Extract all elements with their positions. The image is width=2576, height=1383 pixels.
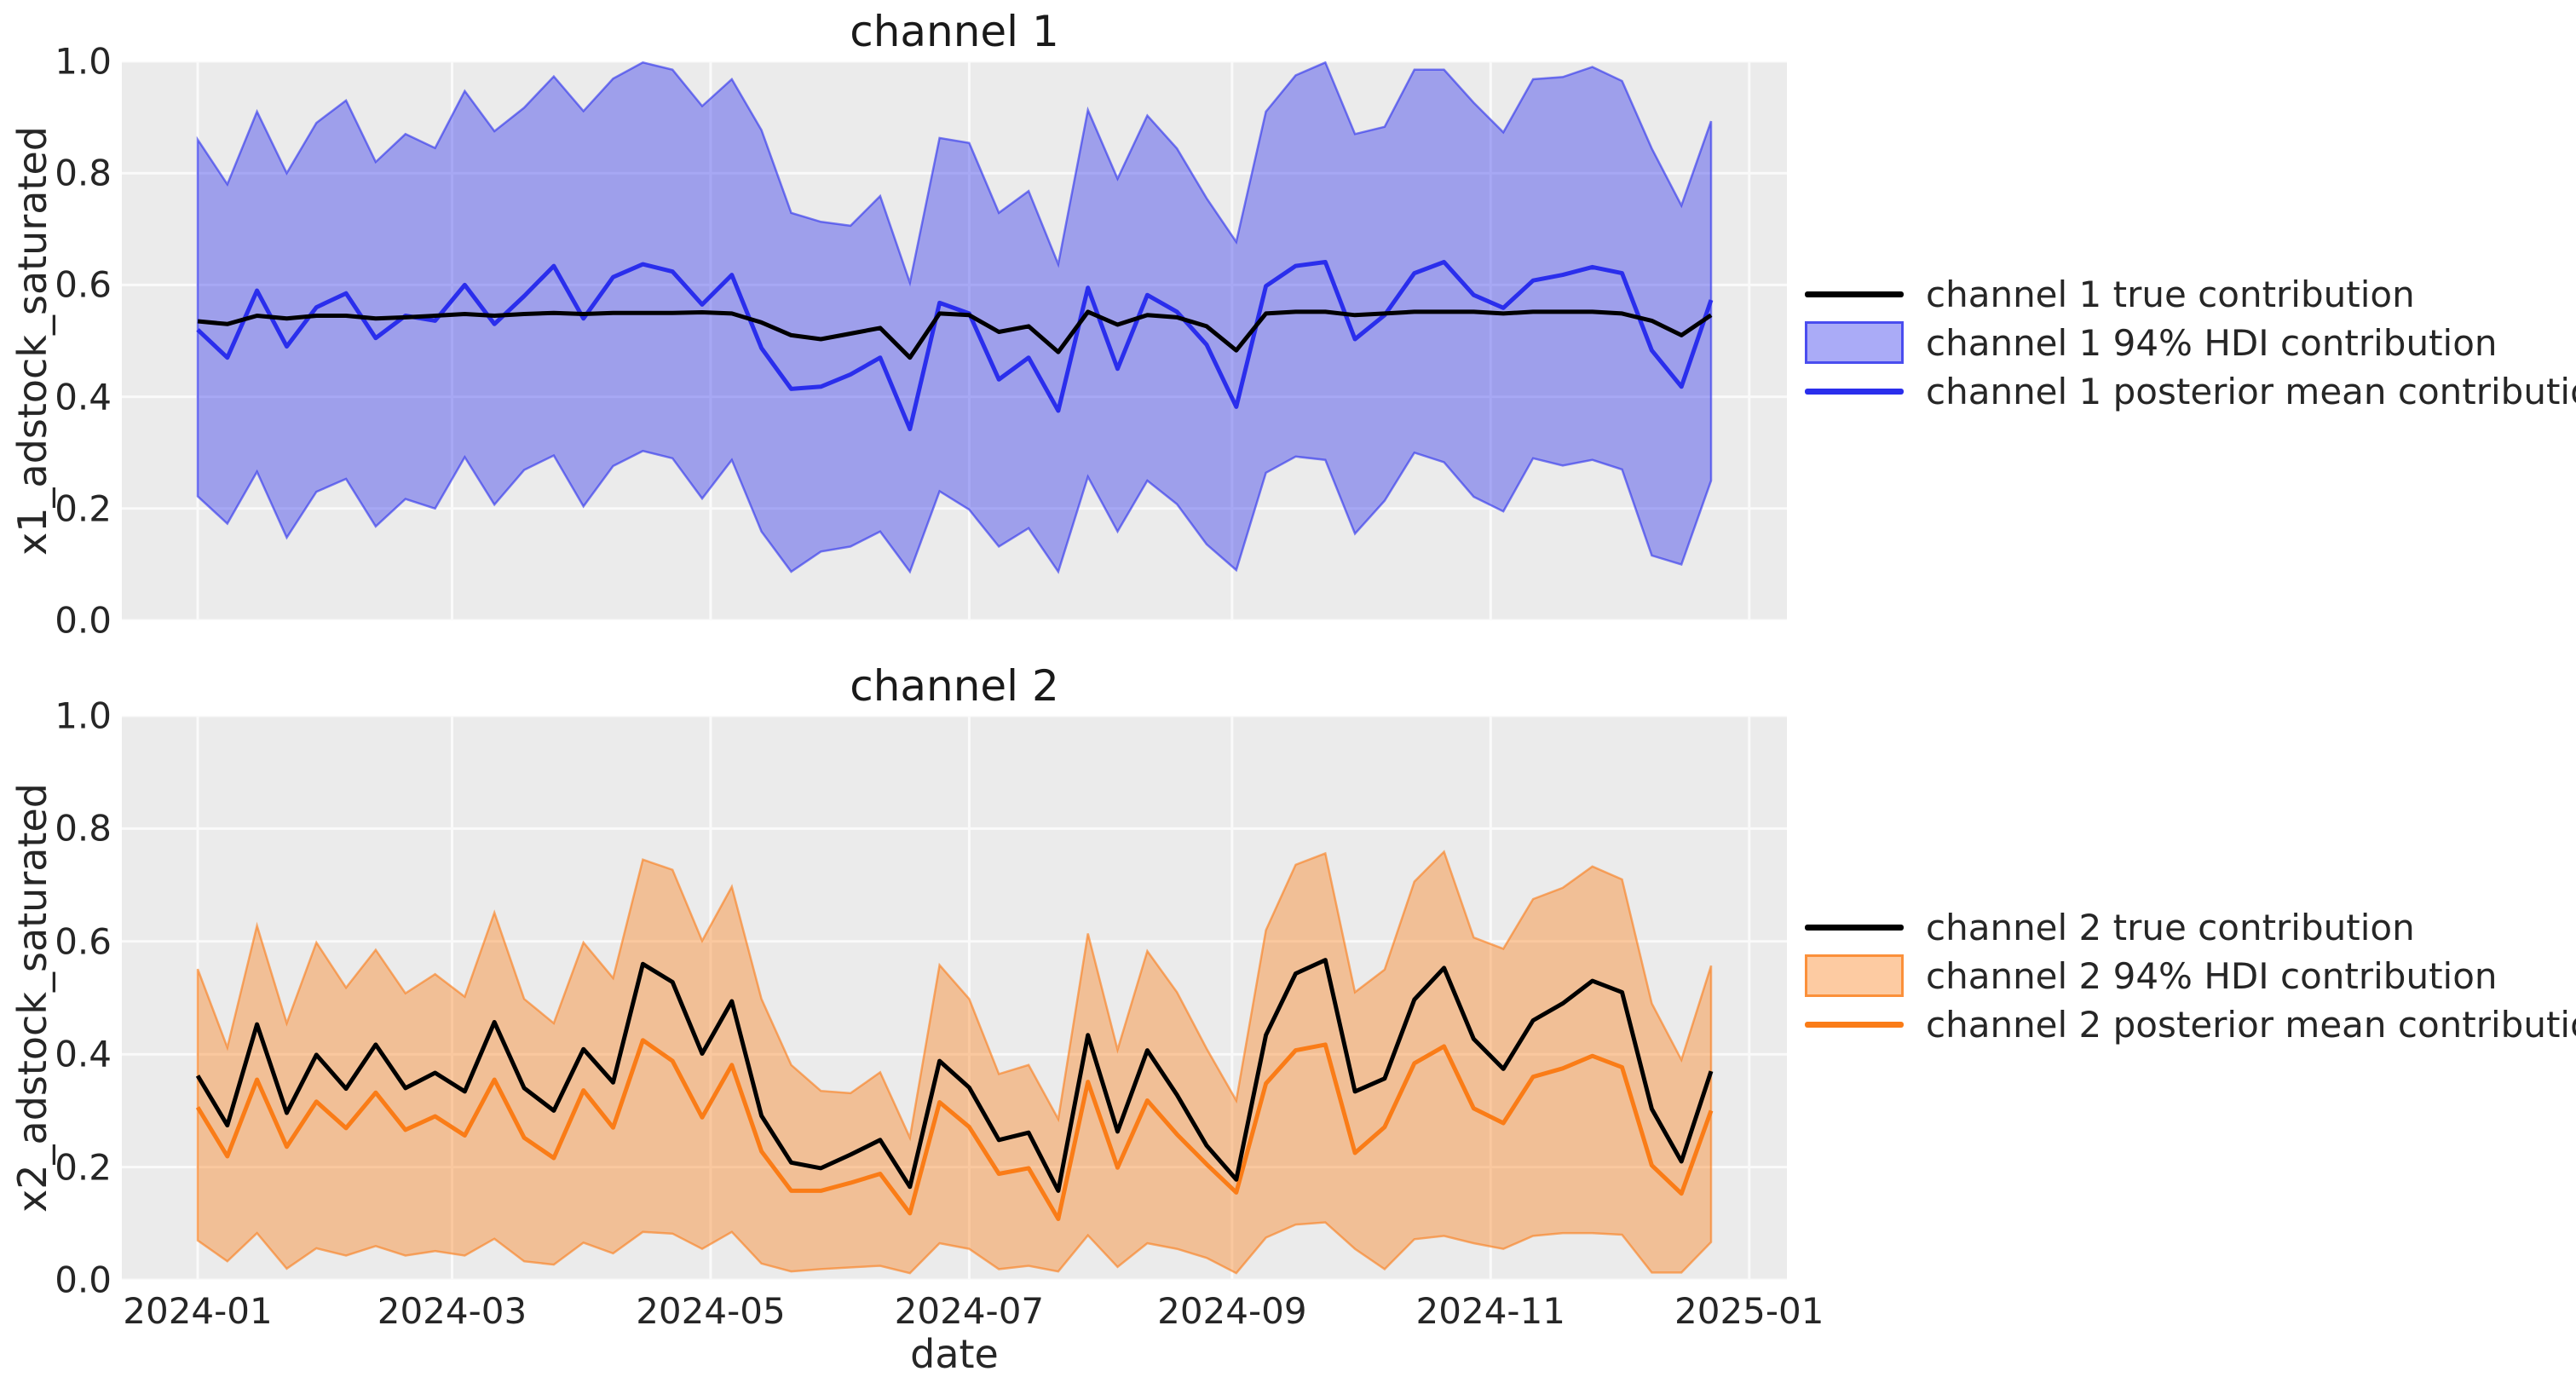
- legend-patch-swatch: [1805, 954, 1904, 997]
- y-tick-label: 0.0: [55, 599, 112, 642]
- y-tick-label: 1.0: [55, 40, 112, 83]
- legend-item: channel 2 posterior mean contribution: [1805, 1003, 2576, 1046]
- legend-item-label: channel 2 true contribution: [1926, 906, 2415, 948]
- line-icon: [1805, 388, 1904, 395]
- subplot2-legend: channel 2 true contribution channel 2 94%…: [1805, 906, 2576, 1046]
- subplot1-legend: channel 1 true contribution channel 1 94%…: [1805, 273, 2576, 412]
- posterior-mean-line: [196, 260, 1714, 432]
- legend-item: channel 1 94% HDI contribution: [1805, 321, 2576, 364]
- subplot2-title: channel 2: [850, 661, 1059, 711]
- x-axis-label: date: [910, 1331, 999, 1377]
- legend-item: channel 1 true contribution: [1805, 273, 2576, 315]
- x-tick-label: 2025-01: [1674, 1290, 1824, 1332]
- axes-background: [122, 716, 1787, 1280]
- x-tick-label: 2024-07: [894, 1290, 1045, 1332]
- x-tick-label: 2024-01: [123, 1290, 273, 1332]
- x-tick-label: 2024-05: [636, 1290, 786, 1332]
- legend-item-label: channel 2 posterior mean contribution: [1926, 1003, 2576, 1046]
- subplot1-title: channel 1: [850, 7, 1059, 56]
- hdi-patch-icon: [1805, 321, 1904, 364]
- y-tick-label: 0.6: [55, 920, 112, 963]
- line-icon: [1805, 1021, 1904, 1028]
- legend-line-swatch: [1805, 291, 1904, 297]
- legend-item: channel 2 true contribution: [1805, 906, 2576, 948]
- y-tick-label: 0.4: [55, 376, 112, 418]
- legend-item-label: channel 1 true contribution: [1926, 273, 2415, 315]
- y-tick-label: 0.6: [55, 263, 112, 306]
- y-tick-label: 0.8: [55, 152, 112, 194]
- x-tick-label: 2024-11: [1415, 1290, 1566, 1332]
- legend-patch-swatch: [1805, 321, 1904, 364]
- hdi-patch-icon: [1805, 954, 1904, 997]
- legend-line-swatch: [1805, 1021, 1904, 1028]
- y-tick-label: 0.2: [55, 1146, 112, 1189]
- true-contribution-line: [195, 958, 1714, 1193]
- y-tick-label: 0.2: [55, 487, 112, 530]
- hdi-band: [196, 61, 1713, 574]
- x-tick-label: 2024-09: [1157, 1290, 1307, 1332]
- legend-item-label: channel 1 94% HDI contribution: [1926, 321, 2498, 364]
- axes-background: [122, 61, 1787, 620]
- line-icon: [1805, 924, 1904, 931]
- legend-line-swatch: [1805, 388, 1904, 395]
- y-tick-label: 1.0: [55, 694, 112, 737]
- line-icon: [1805, 291, 1904, 297]
- posterior-mean-line: [195, 1038, 1714, 1221]
- legend-line-swatch: [1805, 924, 1904, 931]
- legend-item: channel 1 posterior mean contribution: [1805, 370, 2576, 412]
- subplot2-plot-area: [122, 716, 1787, 1280]
- true-contribution-line: [197, 309, 1713, 360]
- y-tick-label: 0.8: [55, 807, 112, 850]
- y-tick-label: 0.4: [55, 1033, 112, 1075]
- legend-item-label: channel 1 posterior mean contribution: [1926, 370, 2576, 412]
- x-tick-label: 2024-03: [377, 1290, 527, 1332]
- y-tick-label: 0.0: [55, 1259, 112, 1301]
- hdi-band: [196, 850, 1713, 1275]
- subplot1-plot-area: [122, 61, 1787, 620]
- legend-item-label: channel 2 94% HDI contribution: [1926, 954, 2498, 997]
- legend-item: channel 2 94% HDI contribution: [1805, 954, 2576, 997]
